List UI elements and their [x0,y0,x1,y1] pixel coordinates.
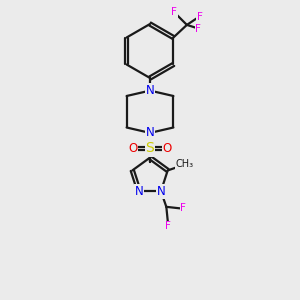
Text: O: O [163,142,172,155]
Text: S: S [146,142,154,155]
Text: F: F [195,23,201,34]
Text: F: F [165,221,171,231]
Text: N: N [146,126,154,140]
Text: F: F [196,11,202,22]
Text: F: F [181,203,186,213]
Text: O: O [128,142,137,155]
Text: N: N [157,185,165,198]
Text: N: N [146,84,154,97]
Text: N: N [135,185,143,198]
Text: F: F [171,7,177,17]
Text: CH₃: CH₃ [176,159,194,169]
